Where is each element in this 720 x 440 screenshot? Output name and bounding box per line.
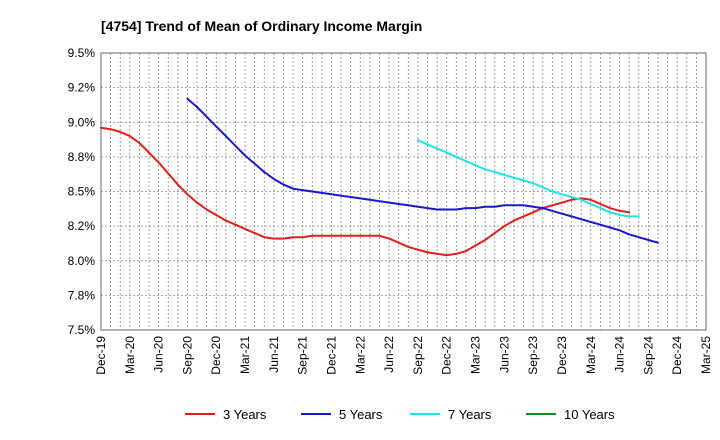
y-tick-label: 7.8% <box>68 288 96 302</box>
x-tick-label: Sep-20 <box>180 336 194 375</box>
series-line-5-years <box>186 97 659 244</box>
x-tick-label: Mar-21 <box>238 336 252 374</box>
legend-label: 10 Years <box>564 407 615 422</box>
series-lines <box>100 97 659 257</box>
chart-title: [4754] Trend of Mean of Ordinary Income … <box>101 18 422 34</box>
y-tick-label: 9.0% <box>68 115 96 129</box>
x-tick-label: Dec-20 <box>209 336 223 375</box>
x-tick-label: Sep-22 <box>411 336 425 375</box>
x-tick-label: Dec-23 <box>555 336 569 375</box>
series-line-7-years <box>416 139 640 218</box>
y-tick-label: 9.2% <box>68 81 96 95</box>
legend-label: 3 Years <box>223 407 267 422</box>
x-tick-label: Mar-22 <box>353 336 367 374</box>
x-tick-label: Dec-21 <box>324 336 338 375</box>
x-tick-label: Sep-23 <box>526 336 540 375</box>
x-tick-label: Dec-24 <box>670 336 684 375</box>
legend-label: 7 Years <box>448 407 492 422</box>
y-tick-label: 8.2% <box>68 219 96 233</box>
x-tick-label: Mar-20 <box>123 336 137 374</box>
x-tick-label: Dec-22 <box>440 336 454 375</box>
legend-label: 5 Years <box>339 407 383 422</box>
y-axis: 7.5% 7.8% 8.0% 8.2% 8.5% 8.8% 9.0% 9.2% 9.5% <box>68 46 96 337</box>
plot-area <box>100 52 707 331</box>
y-tick-label: 9.5% <box>68 46 96 60</box>
y-tick-label: 8.0% <box>68 254 96 268</box>
x-tick-label: Jun-20 <box>152 336 166 373</box>
y-tick-label: 7.5% <box>68 323 96 337</box>
x-tick-label: Dec-19 <box>94 336 108 375</box>
x-tick-label: Sep-24 <box>641 336 655 375</box>
y-tick-label: 8.8% <box>68 150 96 164</box>
y-tick-label: 8.5% <box>68 185 96 199</box>
x-tick-label: Mar-25 <box>699 336 713 374</box>
x-tick-label: Jun-24 <box>613 336 627 373</box>
x-tick-label: Mar-24 <box>584 336 598 374</box>
x-axis: Dec-19 Mar-20 Jun-20 Sep-20 Dec-20 Mar-21 Jun-… <box>94 336 713 375</box>
x-tick-label: Mar-23 <box>469 336 483 374</box>
x-tick-label: Jun-22 <box>382 336 396 373</box>
x-tick-label: Jun-23 <box>497 336 511 373</box>
x-tick-label: Jun-21 <box>267 336 281 373</box>
legend: 3 Years 5 Years 7 Years 10 Years <box>185 407 615 422</box>
x-tick-label: Sep-21 <box>296 336 310 375</box>
